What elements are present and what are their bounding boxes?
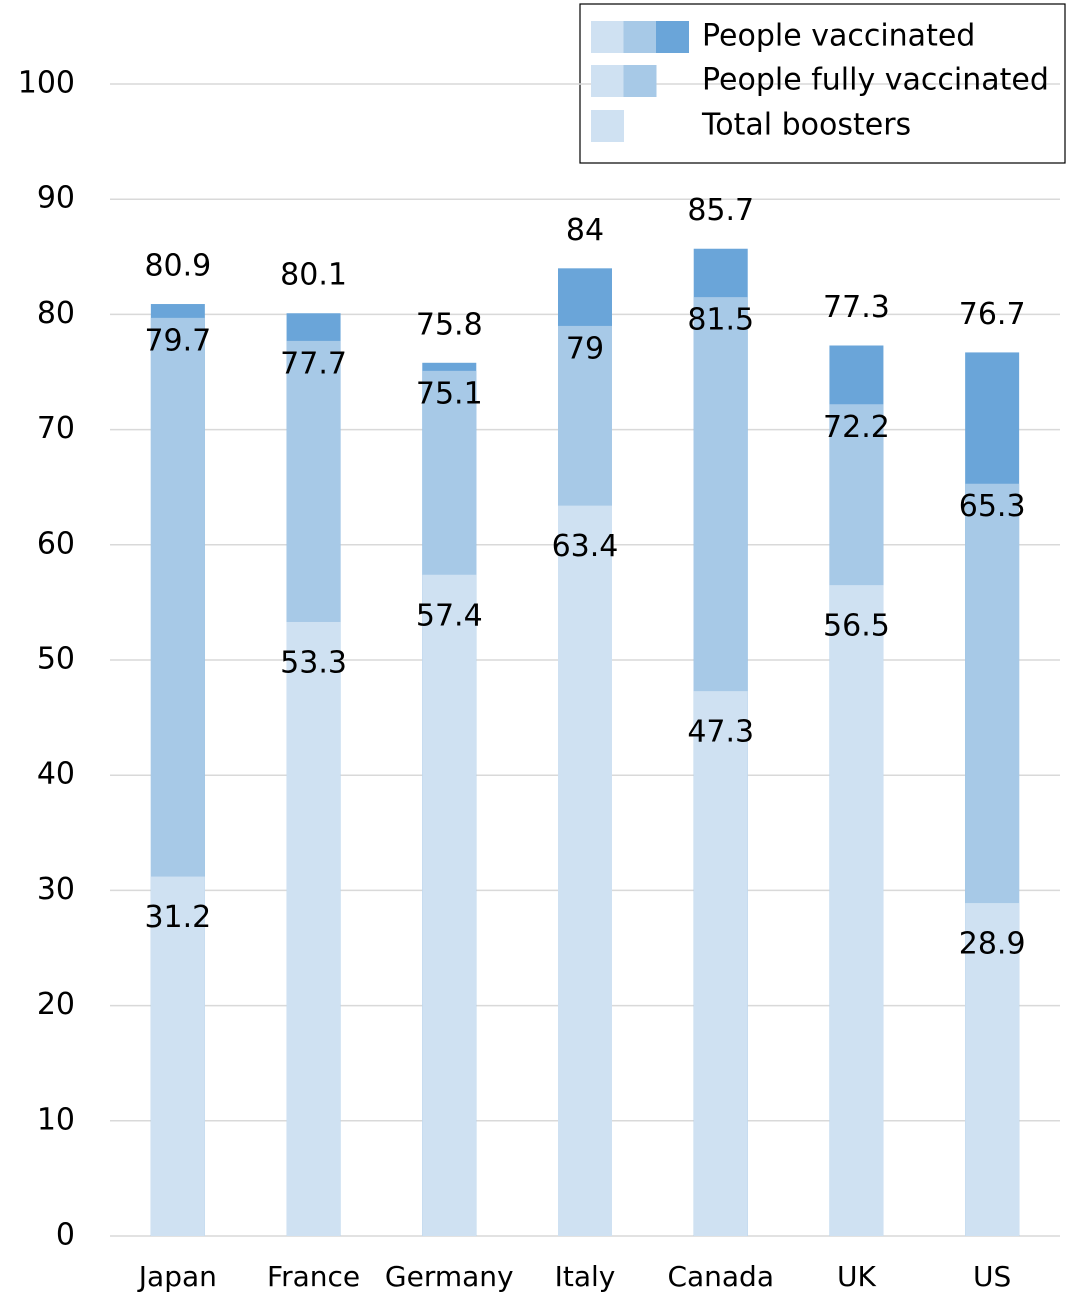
legend-swatch <box>591 21 624 53</box>
data-label: 57.4 <box>416 598 483 633</box>
data-label: 63.4 <box>552 529 619 564</box>
data-label: 80.1 <box>280 258 347 293</box>
data-label: 77.3 <box>823 290 890 325</box>
y-tick-label: 80 <box>37 296 75 331</box>
legend-swatch <box>591 65 624 97</box>
data-label: 79.7 <box>144 323 211 358</box>
bar <box>286 621 341 1236</box>
legend-swatch <box>591 110 624 142</box>
y-tick-label: 60 <box>37 526 75 561</box>
data-label: 56.5 <box>823 609 890 644</box>
legend-swatch <box>623 65 657 97</box>
data-label: 75.8 <box>416 307 483 342</box>
legend-swatch <box>656 21 689 53</box>
data-label: 76.7 <box>959 297 1026 332</box>
y-tick-label: 70 <box>37 411 75 446</box>
legend-label: People vaccinated <box>702 19 975 54</box>
data-label: 79 <box>566 331 604 366</box>
legend-label: People fully vaccinated <box>702 63 1049 98</box>
bar <box>965 903 1020 1236</box>
legend-swatch <box>623 21 657 53</box>
data-label: 80.9 <box>144 249 211 284</box>
data-label: 85.7 <box>687 193 754 228</box>
y-tick-label: 100 <box>18 66 75 101</box>
data-label: 47.3 <box>687 715 754 750</box>
x-tick-label: Germany <box>385 1260 514 1293</box>
data-label: 53.3 <box>280 645 347 680</box>
x-tick-label: Japan <box>137 1260 217 1293</box>
data-label: 81.5 <box>687 303 754 338</box>
bar <box>558 505 612 1237</box>
y-tick-label: 90 <box>37 181 75 216</box>
x-tick-label: UK <box>837 1260 876 1293</box>
bar <box>829 585 884 1236</box>
bar <box>422 574 477 1236</box>
x-tick-label: US <box>973 1260 1011 1293</box>
data-label: 65.3 <box>959 489 1026 524</box>
data-label: 31.2 <box>144 900 211 935</box>
x-tick-label: France <box>267 1260 360 1293</box>
data-label: 28.9 <box>959 927 1026 962</box>
y-tick-label: 30 <box>37 872 75 907</box>
y-tick-label: 20 <box>37 987 75 1022</box>
y-tick-label: 10 <box>37 1102 75 1137</box>
data-label: 77.7 <box>280 346 347 381</box>
y-tick-label: 50 <box>37 642 75 677</box>
data-label: 72.2 <box>823 410 890 445</box>
bar <box>150 876 205 1236</box>
x-tick-label: Canada <box>667 1260 774 1293</box>
data-label: 84 <box>566 213 604 248</box>
bar <box>693 691 748 1236</box>
y-tick-label: 40 <box>37 757 75 792</box>
data-label: 75.1 <box>416 376 483 411</box>
legend-label: Total boosters <box>701 108 911 143</box>
x-tick-label: Italy <box>555 1260 616 1293</box>
y-tick-label: 0 <box>56 1218 75 1253</box>
